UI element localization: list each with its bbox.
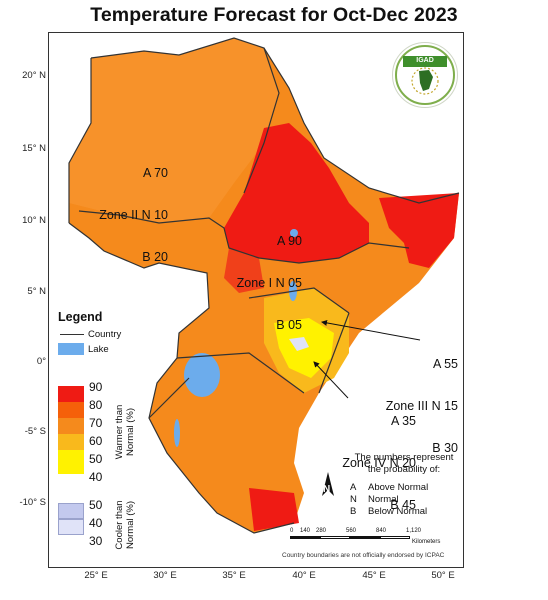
legend-warm-value-60: 60 bbox=[89, 434, 103, 448]
zone-iii-arrow bbox=[321, 319, 421, 341]
lon-label-40e: 40° E bbox=[292, 570, 316, 581]
scale-bar: 0 140 280 560 840 1,120 bbox=[290, 528, 430, 540]
north-arrow-icon bbox=[322, 472, 334, 496]
legend-warm-value-70: 70 bbox=[89, 416, 103, 430]
legend-warm-swatch-50 bbox=[58, 450, 84, 474]
lon-label-50e: 50° E bbox=[431, 570, 455, 581]
zone-iii-label: A 55 Zone III N 15 B 30 bbox=[385, 357, 458, 455]
region-red-strip bbox=[224, 248, 264, 293]
country-borders bbox=[68, 37, 460, 534]
lon-label-25e: 25° E bbox=[84, 570, 108, 581]
legend-country-line bbox=[60, 334, 84, 335]
zone-iv-arrow bbox=[313, 361, 349, 399]
lake-tana bbox=[290, 229, 298, 237]
forecast-map bbox=[68, 37, 460, 534]
legend-country-label: Country bbox=[88, 329, 122, 340]
region-ethiopia-red bbox=[224, 123, 369, 263]
region-light-patch bbox=[289, 337, 309, 351]
lat-label-5n: 5° N bbox=[27, 286, 46, 297]
legend-lake-swatch bbox=[58, 343, 84, 355]
igad-logo-text: IGAD bbox=[416, 57, 434, 64]
zone-ii-label: A 70 Zone II N 10 B 20 bbox=[99, 166, 168, 264]
legend-warm-swatch-90 bbox=[58, 386, 84, 402]
legend-lake-label: Lake bbox=[88, 344, 109, 355]
region-somalia-red bbox=[379, 193, 459, 268]
scale-unit: Kilometers bbox=[412, 539, 441, 545]
north-arrow-label: N bbox=[323, 484, 331, 495]
legend-warm-value-90: 90 bbox=[89, 380, 103, 394]
probability-item-a: A Above Normal bbox=[350, 482, 429, 493]
igad-logo-emblem bbox=[395, 45, 455, 105]
zone-i-label: A 90 Zone I N 05 B 05 bbox=[236, 234, 302, 332]
legend-warm-value-80: 80 bbox=[89, 398, 103, 412]
lat-label-0: 0° bbox=[36, 356, 46, 367]
lon-label-45e: 45° E bbox=[362, 570, 386, 581]
lake-victoria bbox=[184, 353, 220, 397]
disclaimer-text: Country boundaries are not officially en… bbox=[282, 552, 445, 559]
region-tanzania-red bbox=[249, 488, 299, 531]
lon-label-30e: 30° E bbox=[153, 570, 177, 581]
map-frame bbox=[48, 32, 464, 568]
igad-logo: IGAD bbox=[392, 42, 458, 108]
legend-title: Legend bbox=[58, 310, 103, 324]
legend-cool-swatch-40 bbox=[58, 519, 84, 535]
lat-label-10n: 10° N bbox=[22, 215, 46, 226]
legend-warm-label: Warmer than Normal (%) bbox=[114, 404, 136, 460]
legend-cool-value-50: 50 bbox=[89, 498, 103, 512]
lat-label-10s: -10° S bbox=[19, 497, 46, 508]
lat-label-5s: -5° S bbox=[24, 426, 46, 437]
legend-warm-swatch-80 bbox=[58, 402, 84, 418]
probability-item-b: B Below Normal bbox=[350, 506, 428, 517]
legend-cool-swatch-50 bbox=[58, 503, 84, 519]
region-sudan bbox=[69, 38, 279, 223]
lon-label-35e: 35° E bbox=[222, 570, 246, 581]
legend-cool-value-40: 40 bbox=[89, 516, 103, 530]
lat-label-15n: 15° N bbox=[22, 143, 46, 154]
map-title: Temperature Forecast for Oct-Dec 2023 bbox=[90, 4, 458, 26]
legend-warm-value-40: 40 bbox=[89, 470, 103, 484]
legend-cool-label: Cooler than Normal (%) bbox=[114, 500, 136, 550]
probability-item-n: N Normal bbox=[350, 494, 399, 505]
legend-cool-value-30: 30 bbox=[89, 534, 103, 548]
lat-label-20n: 20° N bbox=[22, 70, 46, 81]
zone-iv-label: A 35 Zone IV N 20 B 45 bbox=[342, 414, 416, 512]
lake-tanganyika bbox=[174, 419, 180, 447]
legend-warm-swatch-60 bbox=[58, 434, 84, 450]
probability-note: The numbers represent the probability of… bbox=[350, 452, 458, 518]
probability-heading: The numbers represent the probability of… bbox=[354, 452, 454, 475]
legend-warm-value-50: 50 bbox=[89, 452, 103, 466]
legend-warm-swatch-70 bbox=[58, 418, 84, 434]
